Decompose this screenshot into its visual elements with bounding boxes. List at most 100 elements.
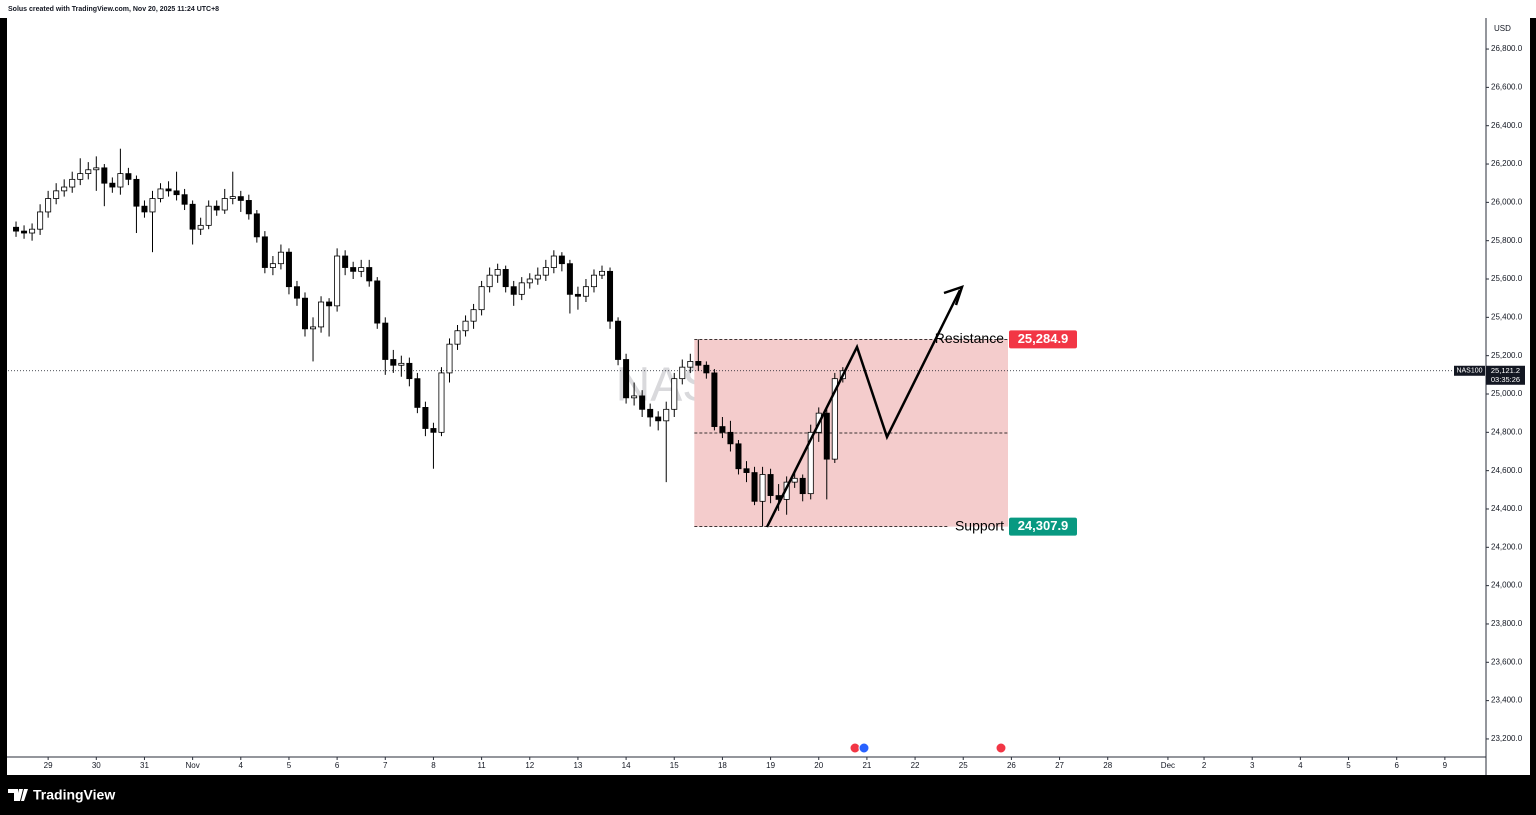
y-tick-label: 25,000.0 xyxy=(1491,389,1523,398)
x-tick-label: 9 xyxy=(1443,761,1448,770)
candle-body xyxy=(221,198,228,211)
candle-body xyxy=(21,230,28,234)
candle-body xyxy=(671,378,678,410)
y-tick-label: 23,800.0 xyxy=(1491,619,1523,628)
candle-body xyxy=(326,301,333,307)
candle-body xyxy=(446,343,453,374)
candle-body xyxy=(807,431,814,495)
y-tick-label: 25,600.0 xyxy=(1491,274,1523,283)
candle-body xyxy=(181,194,188,205)
candle-body xyxy=(558,255,565,265)
candle-body xyxy=(37,211,44,230)
x-tick-label: 4 xyxy=(1298,761,1303,770)
candle-body xyxy=(342,255,349,268)
candle-body xyxy=(631,395,638,399)
candle-body xyxy=(293,286,300,299)
support-name: Support xyxy=(955,517,1004,533)
candle-body xyxy=(53,190,60,199)
candle-body xyxy=(823,412,830,460)
candle-body xyxy=(743,468,750,473)
symbol-tag-box xyxy=(1454,365,1485,376)
candle-body xyxy=(374,280,381,324)
candle-body xyxy=(382,322,389,360)
candle-body xyxy=(358,267,365,272)
candle-body xyxy=(623,359,630,399)
x-tick-label: 12 xyxy=(525,761,534,770)
candle-body xyxy=(133,178,140,207)
candle-body xyxy=(366,267,373,282)
candle-body xyxy=(711,372,718,427)
candle-body xyxy=(735,443,742,470)
y-tick-label: 24,000.0 xyxy=(1491,581,1523,590)
candle-body xyxy=(679,366,686,380)
candle-body xyxy=(703,364,710,374)
x-tick-label: 13 xyxy=(573,761,582,770)
candle-body xyxy=(149,198,156,213)
candle-body xyxy=(695,361,702,366)
y-tick-label: 23,200.0 xyxy=(1491,734,1523,743)
x-tick-label: 26 xyxy=(1007,761,1016,770)
candle-body xyxy=(486,274,493,288)
header: Solus created with TradingView.com, Nov … xyxy=(8,6,219,13)
resistance-label-box xyxy=(1009,330,1077,349)
candle-body xyxy=(687,361,694,368)
candle-body xyxy=(526,278,533,284)
candle-body xyxy=(663,408,670,422)
x-tick-label: 3 xyxy=(1250,761,1255,770)
candle-body xyxy=(599,270,606,276)
candle-body xyxy=(719,426,726,433)
x-tick-label: 28 xyxy=(1103,761,1112,770)
x-tick-label: 2 xyxy=(1202,761,1207,770)
x-tick-label: 11 xyxy=(477,761,486,770)
candle-body xyxy=(647,408,654,418)
symbol-tag: NAS100 xyxy=(1456,368,1482,375)
candle-body xyxy=(101,167,108,184)
candle-body xyxy=(85,169,92,175)
candle-body xyxy=(285,251,292,288)
candle-body xyxy=(767,474,774,496)
x-tick-label: 18 xyxy=(718,761,727,770)
candle-body xyxy=(277,251,284,265)
candle-body xyxy=(406,362,413,380)
candle-body xyxy=(607,270,614,322)
y-tick-label: 26,400.0 xyxy=(1491,121,1523,130)
candle-body xyxy=(470,309,477,322)
y-tick-label: 24,600.0 xyxy=(1491,466,1523,475)
x-tick-label: 21 xyxy=(862,761,871,770)
candle-body xyxy=(550,255,557,268)
candle-body xyxy=(727,431,734,445)
candle-body xyxy=(430,428,437,433)
candle-body xyxy=(542,267,549,276)
candle-body xyxy=(502,269,509,288)
x-tick-label: Nov xyxy=(186,761,200,770)
event-icon xyxy=(995,742,1007,754)
candle-body xyxy=(615,320,622,360)
candle-body xyxy=(574,293,581,297)
candle-body xyxy=(831,378,838,460)
x-tick-label: 5 xyxy=(287,761,292,770)
header-bar xyxy=(0,0,1536,18)
candle-body xyxy=(165,188,172,192)
currency: USD xyxy=(1494,24,1511,33)
candle-body xyxy=(398,362,405,366)
x-tick-label: 31 xyxy=(140,761,149,770)
candle-body xyxy=(390,359,397,366)
y-tick-label: 25,400.0 xyxy=(1491,312,1523,321)
candle-body xyxy=(93,167,100,171)
candle-body xyxy=(462,320,469,332)
candle-body xyxy=(518,282,525,295)
x-tick-label: 20 xyxy=(814,761,823,770)
candle-body xyxy=(229,196,236,199)
projection-path xyxy=(765,289,962,528)
event-icons xyxy=(849,742,1007,754)
y-tick-label: 24,800.0 xyxy=(1491,427,1523,436)
candle-body xyxy=(438,372,445,433)
brand: TradingView xyxy=(33,787,115,803)
candle-body xyxy=(245,200,252,215)
price-tag-box xyxy=(1486,365,1525,385)
candle-body xyxy=(655,416,662,422)
candle-body xyxy=(799,477,806,495)
candle-body xyxy=(318,301,325,328)
candle-body xyxy=(639,395,646,410)
y-tick-label: 26,800.0 xyxy=(1491,44,1523,53)
